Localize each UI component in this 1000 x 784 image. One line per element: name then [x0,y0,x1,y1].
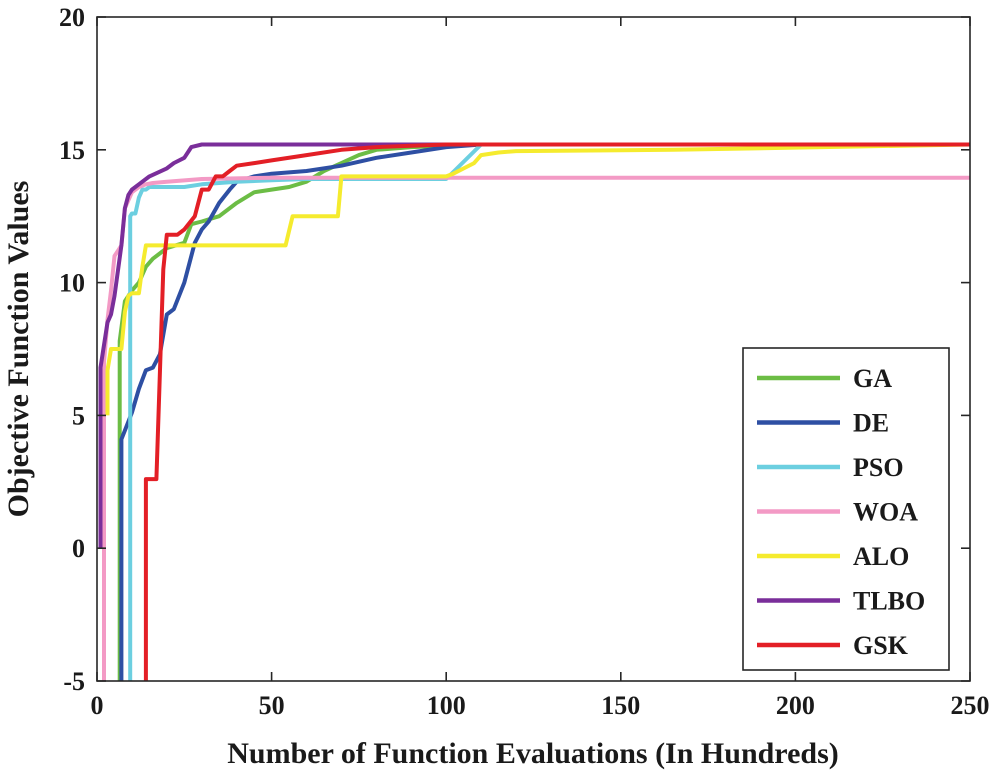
plot-frame [96,16,971,682]
series-line-de [119,142,970,681]
y-tick-label: 0 [72,534,85,563]
legend-label-tlbo: TLBO [853,587,925,616]
series-line-tlbo [98,142,970,549]
x-axis-title: Number of Function Evaluations (In Hundr… [227,737,839,770]
x-tick-label: 250 [951,691,990,720]
x-tick-label: 100 [427,691,466,720]
legend: GA DE PSO WOA ALO TLBO GSK [742,347,950,671]
x-tick-label: 150 [601,691,640,720]
y-tick-label: -5 [63,667,85,696]
legend-label-pso: PSO [853,453,904,482]
y-tick-label: 10 [59,269,85,298]
legend-label-woa: WOA [853,498,918,527]
x-tick-label: 0 [91,691,104,720]
x-tick-label: 200 [776,691,815,720]
y-axis-title: Objective Function Values [2,181,35,518]
series-line-gsk [143,142,970,681]
y-tick-label: 20 [59,3,85,32]
y-tick-label: 15 [59,136,85,165]
x-tick-label: 50 [259,691,285,720]
series-layer [98,142,971,681]
legend-entries: GA DE PSO WOA ALO TLBO GSK [757,364,925,660]
legend-label-ga: GA [853,364,892,393]
y-tick-label: 5 [72,401,85,430]
legend-label-gsk: GSK [853,631,909,660]
legend-label-de: DE [853,409,889,438]
legend-label-alo: ALO [853,542,909,571]
legend-box [742,347,950,671]
